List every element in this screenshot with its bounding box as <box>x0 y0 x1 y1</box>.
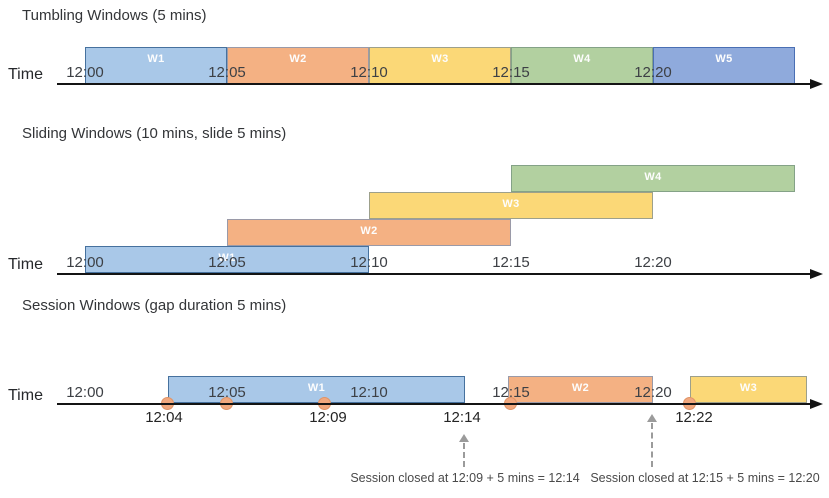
tick-label: 12:20 <box>634 384 672 401</box>
session-window-label: W2 <box>571 382 590 394</box>
sliding-window-w1 <box>85 246 369 273</box>
tick-label: 12:00 <box>66 64 104 81</box>
tick-label: 12:00 <box>66 384 104 401</box>
tumbling-window-label: W4 <box>573 53 591 65</box>
sliding-window-label: W4 <box>644 171 662 183</box>
event-time-label: 12:22 <box>675 409 713 426</box>
sliding-time-axis-line <box>57 273 810 275</box>
tick-label: 12:05 <box>208 384 246 401</box>
annotation-arrowhead-icon <box>647 414 657 422</box>
tick-label: 12:10 <box>350 384 388 401</box>
annotation-arrow-line <box>463 443 465 467</box>
tumbling-window-label: W3 <box>431 53 449 65</box>
session-time-axis-label: Time <box>8 387 43 404</box>
sliding-window-w4 <box>511 165 795 192</box>
tumbling-window-label: W2 <box>289 53 307 65</box>
tick-label: 12:05 <box>208 254 246 271</box>
tick-label: 12:10 <box>350 254 388 271</box>
tumbling-window-label: W5 <box>715 53 733 65</box>
tick-label: 12:20 <box>634 254 672 271</box>
session-window-w2 <box>508 376 653 403</box>
session-window-w1 <box>168 376 465 403</box>
session-title: Session Windows (gap duration 5 mins) <box>22 297 287 314</box>
tumbling-window-w4 <box>511 47 653 84</box>
tumbling-time-axis-label: Time <box>8 66 43 83</box>
sliding-window-label: W2 <box>360 225 378 237</box>
tick-label: 12:10 <box>350 64 388 81</box>
session-window-w3 <box>690 376 807 403</box>
session-close-time-label: 12:14 <box>443 409 481 426</box>
session-close-annotation: Session closed at 12:15 + 5 mins = 12:20 <box>590 471 820 485</box>
tumbling-window-label: W1 <box>147 53 165 65</box>
tick-label: 12:15 <box>492 254 530 271</box>
sliding-window-label: W3 <box>502 198 520 210</box>
tick-label: 12:00 <box>66 254 104 271</box>
session-axis-arrowhead-icon <box>810 399 823 409</box>
session-close-annotation: Session closed at 12:09 + 5 mins = 12:14 <box>350 471 580 485</box>
session-time-axis-line <box>57 403 810 405</box>
event-time-label: 12:09 <box>309 409 347 426</box>
sliding-title: Sliding Windows (10 mins, slide 5 mins) <box>22 125 287 142</box>
sliding-axis-arrowhead-icon <box>810 269 823 279</box>
event-time-label: 12:04 <box>145 409 183 426</box>
session-window-label: W1 <box>307 382 326 394</box>
sliding-window-label: W1 <box>218 252 236 264</box>
tumbling-window-w2 <box>227 47 369 84</box>
tick-label: 12:05 <box>208 64 246 81</box>
sliding-window-w2 <box>227 219 511 246</box>
annotation-arrow-line <box>651 423 653 467</box>
sliding-window-w3 <box>369 192 653 219</box>
annotation-arrowhead-icon <box>459 434 469 442</box>
tick-label: 12:15 <box>492 384 530 401</box>
tick-label: 12:20 <box>634 64 672 81</box>
tick-label: 12:15 <box>492 64 530 81</box>
tumbling-time-axis-line <box>57 83 810 85</box>
tumbling-axis-arrowhead-icon <box>810 79 823 89</box>
tumbling-window-w1 <box>85 47 227 84</box>
session-window-label: W3 <box>739 382 758 394</box>
sliding-time-axis-label: Time <box>8 256 43 273</box>
tumbling-title: Tumbling Windows (5 mins) <box>22 7 207 24</box>
